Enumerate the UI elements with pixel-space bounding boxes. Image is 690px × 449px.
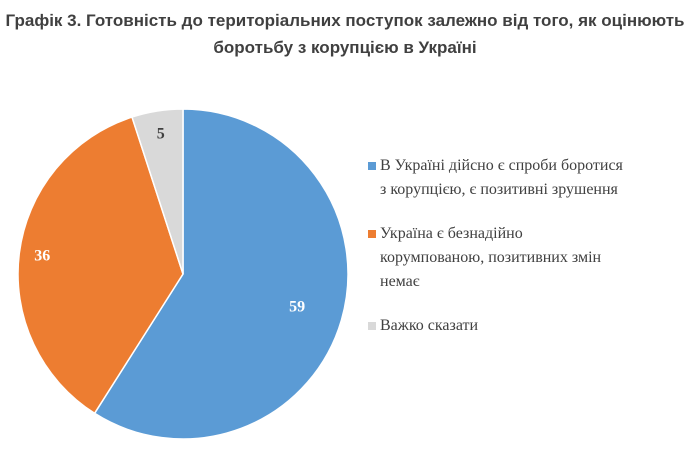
legend-label-line: немає (380, 273, 420, 290)
legend-item-hard-to-say: Важко сказати (368, 314, 678, 338)
chart-title-line-1: Графік 3. Готовність до територіальних п… (5, 11, 685, 30)
chart-legend: В Україні дійсно є спроби боротися з кор… (368, 154, 678, 338)
legend-label-line: з корупцією, є позитивні зрушення (380, 181, 618, 198)
pie-slice-hard-to-say (131, 108, 184, 275)
legend-label-line: Україна є безнадійно (380, 225, 523, 242)
legend-swatch-positive-changes (368, 162, 376, 170)
legend-label-line: корумпованою, позитивних змін (380, 249, 602, 266)
pie-slice-positive-changes (93, 108, 349, 440)
data-label-positive-changes: 59 (289, 299, 305, 316)
chart-title: Графік 3. Готовність до територіальних п… (0, 7, 690, 61)
data-label-hard-to-say: 5 (157, 125, 165, 142)
legend-item-hopelessly-corrupt: Україна є безнадійно корумпованою, позит… (368, 222, 678, 294)
legend-swatch-hard-to-say (368, 322, 376, 330)
pie-slice-hopelessly-corrupt (17, 116, 184, 415)
legend-item-positive-changes: В Україні дійсно є спроби боротися з кор… (368, 154, 678, 202)
data-label-hopelessly-corrupt: 36 (34, 248, 50, 265)
chart-title-line-2: боротьбу з корупцією в Україні (213, 38, 477, 57)
legend-label-line: Важко сказати (380, 317, 479, 334)
legend-label-line: В Україні дійсно є спроби боротися (380, 157, 623, 174)
legend-swatch-hopelessly-corrupt (368, 230, 376, 238)
